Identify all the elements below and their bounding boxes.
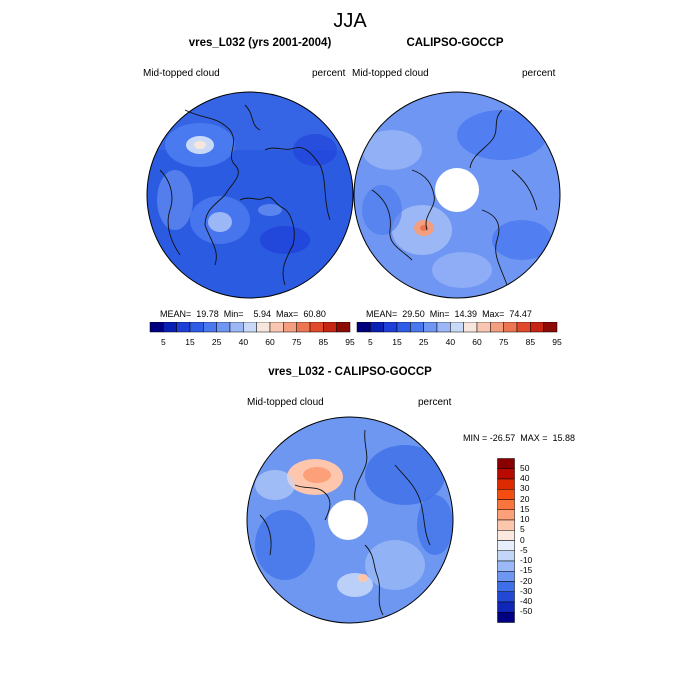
colorbar-swatch [497,530,515,541]
panel1-variable-label: Mid-topped cloud [143,68,220,79]
panel2-colorbar-ticks: 5 15 25 40 60 75 85 95 [352,337,562,349]
panel1-colorbar-ticks: 5 15 25 40 60 75 85 95 [145,337,355,349]
colorbar-tick-label: -15 [520,565,533,576]
panel2-polar-map [353,91,561,299]
colorbar-swatch [336,322,351,333]
panel2-stats: MEAN= 29.50 Min= 14.39 Max= 74.47 [366,309,532,319]
colorbar-swatch [497,509,515,521]
panel3-polar-map [246,416,454,624]
colorbar-swatch [283,322,297,333]
colorbar-tick-label: 5 [160,337,166,347]
colorbar-swatch [256,322,271,333]
colorbar-swatch [423,322,438,333]
colorbar-swatch [497,519,515,531]
colorbar-tick-label: 15 [520,503,530,514]
colorbar-tick-label: 15 [392,337,402,347]
colorbar-swatch [490,322,504,333]
colorbar-tick-label: -5 [520,544,528,555]
colorbar-swatch [497,458,515,469]
colorbar-swatch [497,468,515,480]
panel3-colorbar-ticks: 50 40 30 20 15 10 5 0 -5 -10 -15 -20 -30 -40 -50 [518,458,558,623]
colorbar-tick-label: 10 [520,514,530,524]
panel2-title: CALIPSO-GOCCP [406,37,504,49]
colorbar-swatch [163,322,177,333]
colorbar-swatch [497,489,515,500]
colorbar-swatch [497,581,515,592]
panel1-title: vres_L032 (yrs 2001-2004) [188,37,332,49]
colorbar-tick-label: 15 [185,337,195,347]
panel2-colorbar [356,322,558,333]
panel3-units-label: percent [418,397,452,408]
colorbar-tick-label: 30 [520,483,530,494]
panel1-colorbar [149,322,351,333]
colorbar-tick-label: 40 [520,473,530,483]
colorbar-swatch [450,322,464,333]
colorbar-swatch [516,322,531,333]
colorbar-tick-label: 75 [291,337,302,347]
panel1-stats: MEAN= 19.78 Min= 5.94 Max= 60.80 [160,309,326,319]
colorbar-swatch [497,591,515,603]
colorbar-swatch [149,322,164,333]
panel2-units-label: percent [522,68,556,79]
colorbar-swatch [497,571,515,582]
colorbar-tick-label: 85 [525,337,536,347]
colorbar-tick-label: -50 [520,606,533,617]
colorbar-swatch [323,322,337,333]
colorbar-tick-label: -20 [520,575,533,586]
colorbar-swatch [269,322,284,333]
colorbar-tick-label: 40 [238,337,249,347]
colorbar-swatch [296,322,311,333]
colorbar-swatch [370,322,384,333]
colorbar-swatch [543,322,558,333]
colorbar-swatch [216,322,231,333]
colorbar-swatch [436,322,451,333]
colorbar-tick-label: -10 [520,555,533,565]
colorbar-tick-label: 85 [318,337,329,347]
panel3-variable-label: Mid-topped cloud [247,397,324,408]
colorbar-swatch [463,322,478,333]
colorbar-tick-label: -30 [520,585,533,596]
colorbar-swatch [383,322,398,333]
colorbar-tick-label: 60 [472,337,482,347]
colorbar-swatch [497,612,515,623]
panel3-colorbar [497,458,515,623]
panel3-title: vres_L032 - CALIPSO-GOCCP [268,366,432,378]
colorbar-swatch [176,322,191,333]
colorbar-swatch [530,322,544,333]
panel3-stats: MIN = -26.57 MAX = 15.88 [463,433,576,443]
colorbar-swatch [497,601,515,613]
colorbar-tick-label: 25 [211,337,222,347]
colorbar-tick-label: 40 [445,337,456,347]
colorbar-tick-label: 0 [520,534,525,545]
colorbar-swatch [203,322,217,333]
colorbar-swatch [476,322,491,333]
colorbar-swatch [503,322,518,333]
colorbar-tick-label: -40 [520,596,533,606]
colorbar-swatch [497,550,515,562]
colorbar-swatch [229,322,244,333]
colorbar-tick-label: 75 [498,337,509,347]
colorbar-tick-label: 20 [520,493,530,504]
colorbar-swatch [309,322,324,333]
colorbar-tick-label: 60 [265,337,275,347]
figure-title: JJA [333,10,367,32]
colorbar-tick-label: 95 [552,337,562,347]
colorbar-tick-label: 5 [367,337,373,347]
colorbar-tick-label: 5 [520,524,525,535]
colorbar-swatch [356,322,371,333]
colorbar-swatch [410,322,424,333]
panel2-variable-label: Mid-topped cloud [352,68,429,79]
panel1-polar-map [146,91,354,299]
colorbar-tick-label: 95 [345,337,355,347]
colorbar-swatch [497,540,515,551]
colorbar-tick-label: 50 [520,462,530,473]
colorbar-swatch [189,322,204,333]
colorbar-swatch [243,322,257,333]
colorbar-swatch [497,560,515,572]
colorbar-swatch [396,322,411,333]
colorbar-swatch [497,499,515,510]
colorbar-swatch [497,478,515,490]
panel1-units-label: percent [312,68,346,79]
colorbar-tick-label: 25 [418,337,429,347]
